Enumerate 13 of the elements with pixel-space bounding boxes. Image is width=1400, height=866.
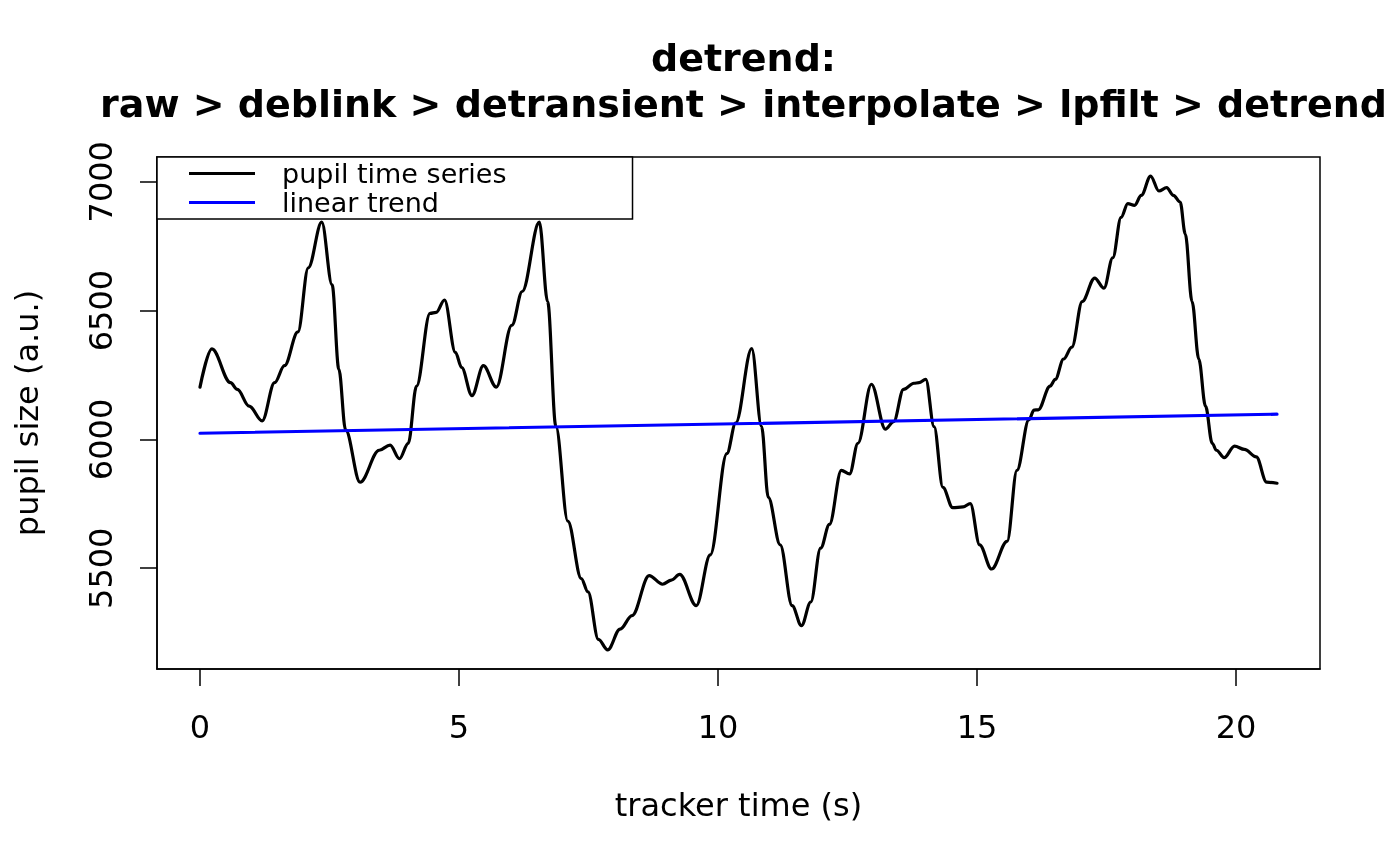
x-tick-label: 5 [448,708,470,746]
x-tick-label: 0 [189,708,211,746]
chart-title: detrend: raw > deblink > detransient > interpolate > lpfilt > detrend [100,36,1387,126]
x-axis-title: tracker time (s) [614,786,863,824]
legend-label: pupil time series [282,158,507,189]
x-tick-label: 20 [1215,708,1257,746]
y-tick-label: 5500 [82,527,120,609]
y-tick-label: 6500 [82,269,120,352]
y-tick-label: 7000 [82,141,120,223]
y-tick-label: 6000 [82,398,120,481]
y-axis-title: pupil size (a.u.) [8,289,46,537]
x-tick-label: 10 [697,708,739,746]
x-tick-label: 15 [956,708,998,746]
